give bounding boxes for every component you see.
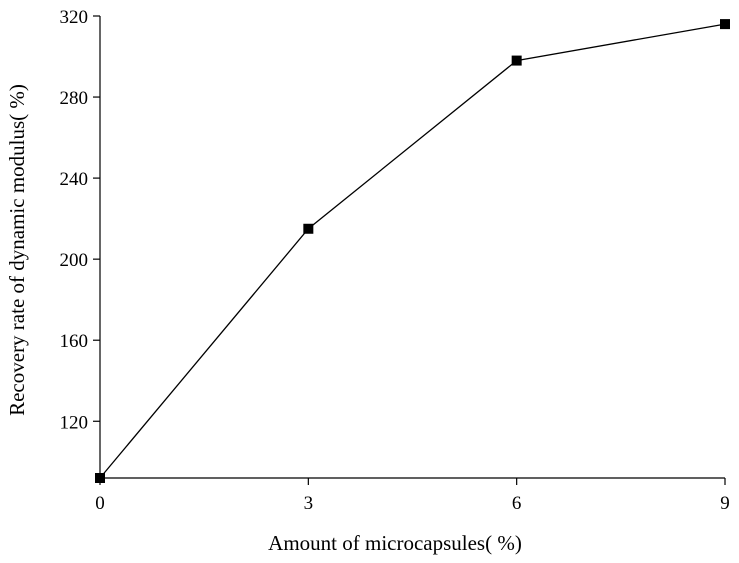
y-tick-label: 160 [60, 331, 89, 352]
series-line [99, 23, 726, 479]
plot-area [95, 19, 730, 483]
y-tick-label: 240 [60, 169, 89, 190]
y-tick-label: 200 [60, 250, 89, 271]
data-point-marker [720, 19, 730, 30]
y-axis-label: Recovery rate of dynamic modulus( %) [5, 84, 29, 416]
x-tick-label: 0 [95, 493, 105, 514]
data-point-marker [511, 55, 522, 66]
y-tick-label: 120 [60, 412, 89, 433]
y-tick-label: 320 [60, 7, 89, 28]
y-tick-label: 280 [60, 88, 89, 109]
x-tick-label: 6 [512, 493, 522, 514]
y-axis-ticks: 120 160 200 240 280 320 [60, 7, 100, 433]
x-tick-label: 3 [304, 493, 314, 514]
data-point-marker [95, 473, 105, 483]
x-axis-ticks: 0 3 6 9 [95, 478, 730, 514]
data-point-marker [303, 223, 314, 234]
x-axis-label: Amount of microcapsules( %) [268, 531, 522, 555]
axes [99, 16, 725, 479]
x-tick-label: 9 [720, 493, 730, 514]
